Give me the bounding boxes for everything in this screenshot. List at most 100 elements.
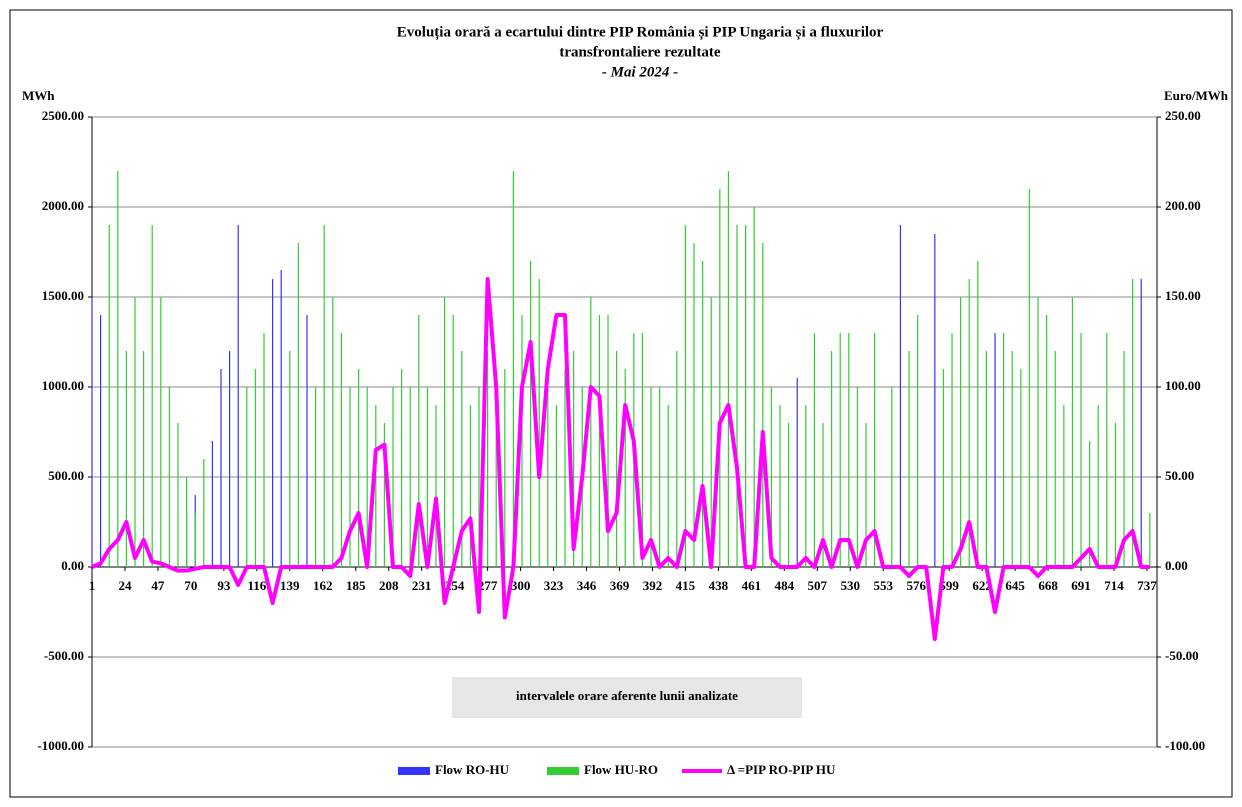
bar [1003,333,1005,567]
bar [521,315,523,567]
x-tick-label: 484 [775,578,795,593]
bar [401,369,403,567]
x-tick-label: 415 [676,578,696,593]
bar [177,423,179,567]
bar [753,207,755,567]
bar [607,315,609,567]
legend-label: Δ =PIP RO-PIP HU [727,762,836,777]
bar [134,297,136,567]
bar [1011,351,1013,567]
bar [117,171,119,567]
bar [444,297,446,567]
bar [985,351,988,567]
x-tick-label: 1 [89,578,96,593]
bar [91,297,93,567]
bar [822,423,824,567]
y2-tick-label: 0.00 [1165,558,1188,573]
bar [254,369,257,567]
bar [942,369,945,567]
bar [917,315,919,567]
bar [839,333,841,567]
bar [289,351,291,567]
bar [392,387,394,567]
bar [340,333,343,567]
annotation: intervalele orare aferente lunii analiza… [516,688,738,703]
bar [693,243,695,567]
chart-frame [9,9,1233,798]
bar [899,225,902,567]
chart-title: Evoluția orară a ecartului dintre PIP Ro… [397,24,884,40]
bar [813,333,816,567]
bar [977,261,979,567]
bar [796,378,798,567]
bar [280,270,282,567]
bar [719,189,721,567]
bar [504,369,506,567]
bar [1071,297,1074,567]
x-tick-label: 392 [643,578,663,593]
bar [659,387,661,567]
bar [297,243,300,567]
bar [598,315,601,567]
bar [676,351,678,567]
x-tick-label: 645 [1005,578,1025,593]
x-tick-label: 714 [1104,578,1124,593]
bar [315,387,317,567]
bar [960,297,962,567]
bar [1046,315,1048,567]
line [91,277,1150,641]
bar [237,225,239,567]
bar [1140,279,1142,567]
x-tick-label: 737 [1137,578,1157,593]
bar [736,225,738,567]
bar [616,351,618,567]
bar [856,387,859,567]
bar [1089,441,1091,567]
bar [1020,369,1022,567]
bar [229,351,231,567]
x-tick-label: 507 [808,578,828,593]
bar [641,333,644,567]
x-tick-label: 70 [184,578,197,593]
bar [383,423,386,567]
y2-tick-label: 150.00 [1165,288,1201,303]
y-tick-label: -500.00 [44,648,84,663]
bar [125,351,128,567]
y-tick-label: 1000.00 [42,378,84,393]
bar [667,405,669,567]
bar [168,387,171,567]
bar [590,297,592,567]
y2-tick-label: 50.00 [1165,468,1194,483]
bar [1123,351,1125,567]
chart-title-line2: transfrontaliere rezultate [559,44,721,60]
bar [160,297,162,567]
bar [409,387,411,567]
bar [1028,189,1031,567]
bar [211,441,214,567]
bar [143,351,145,567]
bar [951,333,953,567]
bar [1054,351,1056,567]
bar [684,225,687,567]
bar [805,405,807,567]
bar [358,369,360,567]
bar [512,171,515,567]
bar [203,459,205,567]
x-tick-label: 139 [280,578,300,593]
x-tick-label: 24 [118,578,132,593]
legend-label: Flow HU-RO [584,762,658,777]
bar [770,387,773,567]
y-tick-label: 2000.00 [42,198,84,213]
bar [461,351,463,567]
bar [1106,333,1108,567]
bar [968,279,970,567]
x-tick-label: 530 [841,578,861,593]
bar [306,315,308,567]
y-tick-label: 0.00 [61,558,84,573]
bar [624,369,626,567]
x-tick-label: 691 [1071,578,1091,593]
bar [375,405,377,567]
y2-tick-label: -50.00 [1165,648,1199,663]
bar [650,387,652,567]
